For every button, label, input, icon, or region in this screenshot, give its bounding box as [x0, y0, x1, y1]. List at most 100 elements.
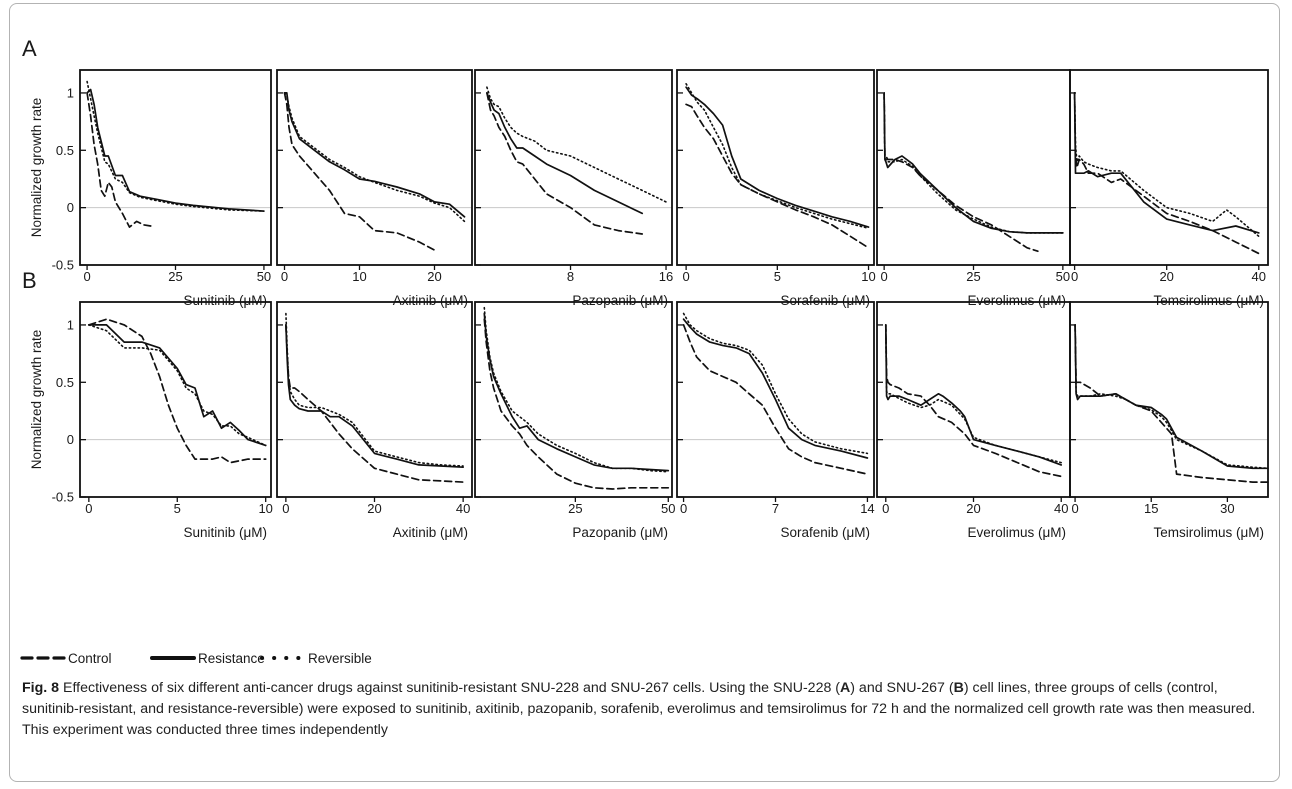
series-line-resistance	[87, 324, 267, 447]
series-line-control	[1073, 92, 1260, 255]
x-tick-label: 15	[1144, 501, 1158, 516]
legend-item-reversible: Reversible	[260, 651, 372, 666]
chart-panel-a-4: 0 5 10 Sorafenib (μM)	[676, 69, 876, 308]
x-tick-label: 8	[567, 269, 574, 284]
chart-panel-a-5: 0 25 50 Everolimus (μM)	[876, 69, 1071, 308]
x-axis-label: Sorafenib (μM)	[780, 525, 870, 540]
plot-frame	[79, 69, 272, 266]
x-tick-label: 25	[966, 269, 980, 284]
x-axis-label: Temsirolimus (μM)	[1153, 293, 1264, 308]
series-line-reversible	[1074, 324, 1269, 470]
legend-label-resistance: Resistance	[198, 651, 265, 666]
plot-frame	[276, 69, 473, 266]
series-line-resistance	[486, 92, 644, 215]
chart-panel-a-3: 8 16 Pazopanib (μM)	[474, 69, 673, 308]
x-tick-label: 10	[258, 501, 272, 516]
x-axis-label: Temsirolimus (μM)	[1153, 525, 1264, 540]
series-line-resistance	[685, 86, 870, 228]
x-axis-label: Axitinib (μM)	[393, 293, 468, 308]
x-tick-label: 25	[568, 501, 582, 516]
series-line-resistance	[283, 92, 466, 218]
x-tick-label: 0	[83, 269, 90, 284]
series-line-control	[486, 92, 644, 235]
x-axis-label: Everolimus (μM)	[967, 293, 1066, 308]
x-tick-label: 20	[427, 269, 441, 284]
series-line-control	[86, 92, 152, 228]
series-line-reversible	[885, 324, 1062, 464]
series-line-reversible	[883, 92, 1064, 234]
series-line-resistance	[883, 92, 1064, 234]
y-axis-label: Normalized growth rate	[29, 98, 44, 238]
series-line-reversible	[88, 324, 267, 447]
series-line-reversible	[1073, 92, 1260, 238]
x-axis-label: Pazopanib (μM)	[572, 293, 668, 308]
chart-panel-b-5: 0 20 40 Everolimus (μM)	[876, 301, 1071, 540]
y-tick-label: 0.5	[56, 375, 74, 390]
series-line-control	[682, 324, 869, 475]
chart-panel-b-6: 0 15 30 Temsirolimus (μM)	[1069, 301, 1269, 540]
x-tick-label: 0	[281, 269, 288, 284]
x-axis-label: Sorafenib (μM)	[780, 293, 870, 308]
plot-frame	[876, 69, 1071, 266]
x-tick-label: 30	[1220, 501, 1234, 516]
x-tick-label: 0	[680, 501, 687, 516]
legend-label-reversible: Reversible	[308, 651, 372, 666]
x-axis-label: Axitinib (μM)	[393, 525, 468, 540]
legend-label-control: Control	[68, 651, 112, 666]
series-line-resistance	[884, 324, 1063, 466]
caption-text-3: ) cell lines, three groups of cells (con…	[22, 680, 1256, 738]
figure-frame	[9, 3, 1280, 782]
x-tick-label: 40	[456, 501, 470, 516]
chart-panel-a-6: 0 20 40 Temsirolimus (μM)	[1069, 69, 1269, 308]
y-tick-label: -0.5	[52, 490, 74, 505]
plot-frame	[474, 69, 673, 266]
x-tick-label: 14	[860, 501, 874, 516]
x-tick-label: 0	[1071, 501, 1078, 516]
series-line-control	[1074, 324, 1269, 483]
caption-text-2: ) and SNU-267 (	[850, 680, 954, 696]
x-tick-label: 25	[168, 269, 182, 284]
legend-item-resistance: Resistance	[150, 651, 265, 666]
series-line-reversible	[283, 92, 466, 223]
series-line-reversible	[483, 306, 670, 473]
caption-text-1: Effectiveness of six different anti-canc…	[59, 680, 841, 696]
x-tick-label: 40	[1252, 269, 1266, 284]
x-tick-label: 5	[774, 269, 781, 284]
series-line-reversible	[86, 80, 265, 212]
x-tick-label: 7	[772, 501, 779, 516]
x-tick-label: 20	[367, 501, 381, 516]
x-tick-label: 0	[882, 501, 889, 516]
series-line-control	[685, 103, 870, 249]
series-line-reversible	[685, 83, 870, 230]
chart-panel-a-1: 1 0.5 0 -0.5 0 25 50 Sunitinib (μM) Normalized g…	[29, 69, 272, 308]
x-tick-label: 50	[661, 501, 675, 516]
series-line-resistance	[285, 324, 464, 469]
caption-bold-a: A	[840, 680, 851, 696]
x-axis-label: Sunitinib (μM)	[183, 293, 267, 308]
plot-frame	[676, 69, 875, 266]
x-tick-label: 0	[85, 501, 92, 516]
series-line-resistance	[483, 312, 670, 472]
plot-frame	[1069, 69, 1269, 266]
series-line-control	[483, 318, 670, 490]
x-axis-label: Pazopanib (μM)	[572, 525, 668, 540]
y-tick-label: 1	[67, 85, 74, 100]
series-line-resistance	[86, 88, 265, 212]
series-line-control	[285, 324, 464, 483]
chart-panel-a-2: 0 10 20 Axitinib (μM)	[276, 69, 473, 308]
chart-panel-b-2: 0 20 40 Axitinib (μM)	[276, 301, 473, 540]
series-line-reversible	[285, 312, 464, 467]
panel-label-a: A	[22, 36, 37, 61]
series-line-resistance	[682, 318, 869, 459]
series-line-control	[87, 318, 267, 464]
x-tick-label: 0	[683, 269, 690, 284]
series-line-control	[283, 92, 436, 251]
series-line-control	[884, 324, 1063, 478]
figure-caption: Fig. 8 Effectiveness of six different an…	[22, 678, 1267, 741]
y-tick-label: 0	[67, 432, 74, 447]
x-axis-label: Everolimus (μM)	[967, 525, 1066, 540]
chart-panel-b-4: 0 7 14 Sorafenib (μM)	[676, 301, 875, 540]
x-tick-label: 0	[881, 269, 888, 284]
chart-panel-b-1: 1 0.5 0 -0.5 0 5 10 Sunitinib (μM) Normalized gr…	[29, 301, 273, 540]
